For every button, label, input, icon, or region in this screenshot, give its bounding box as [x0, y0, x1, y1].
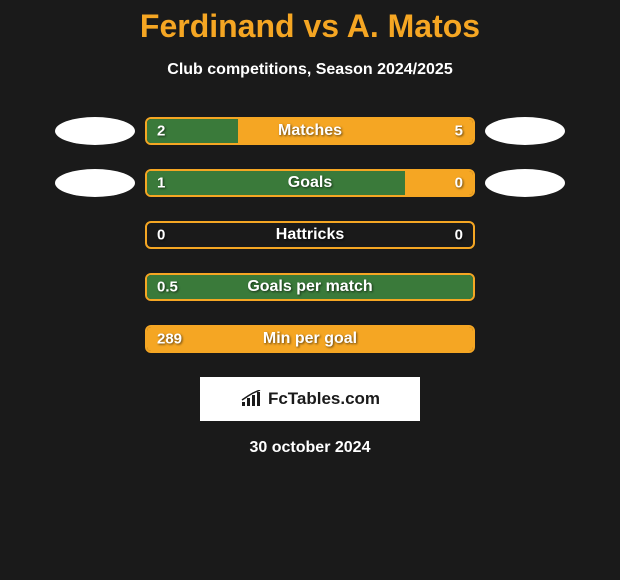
- bar-value-left: 0.5: [157, 279, 178, 296]
- bar-label: Matches: [278, 122, 342, 140]
- subtitle: Club competitions, Season 2024/2025: [0, 61, 620, 79]
- player1-avatar: [55, 117, 135, 145]
- bar-value-right: 5: [455, 123, 463, 140]
- bar-goals-per-match: 0.5 Goals per match: [145, 273, 475, 301]
- stat-row-matches: 2 Matches 5: [0, 117, 620, 145]
- player1-name: Ferdinand: [140, 8, 295, 44]
- player2-avatar: [485, 117, 565, 145]
- stat-row-min-per-goal: 289 Min per goal: [0, 325, 620, 353]
- bar-label: Hattricks: [276, 226, 344, 244]
- bar-hattricks: 0 Hattricks 0: [145, 221, 475, 249]
- bar-value-left: 1: [157, 175, 165, 192]
- bar-label: Min per goal: [263, 330, 357, 348]
- date-text: 30 october 2024: [0, 439, 620, 457]
- chart-icon: [240, 390, 262, 408]
- stat-row-hattricks: 0 Hattricks 0: [0, 221, 620, 249]
- player2-name: A. Matos: [347, 8, 480, 44]
- bar-value-left: 2: [157, 123, 165, 140]
- stat-row-goals: 1 Goals 0: [0, 169, 620, 197]
- bar-goals: 1 Goals 0: [145, 169, 475, 197]
- vs-text: vs: [303, 8, 339, 44]
- comparison-title: Ferdinand vs A. Matos: [0, 0, 620, 45]
- bar-value-left: 0: [157, 227, 165, 244]
- bar-left-fill: [147, 171, 405, 195]
- bar-value-right: 0: [455, 227, 463, 244]
- player1-avatar: [55, 169, 135, 197]
- player2-avatar-slot: [475, 169, 575, 197]
- stat-row-goals-per-match: 0.5 Goals per match: [0, 273, 620, 301]
- player1-avatar-slot: [45, 117, 145, 145]
- player1-avatar-slot: [45, 169, 145, 197]
- bar-min-per-goal: 289 Min per goal: [145, 325, 475, 353]
- bar-value-left: 289: [157, 331, 182, 348]
- player2-avatar: [485, 169, 565, 197]
- bar-right-fill: [238, 119, 473, 143]
- bar-matches: 2 Matches 5: [145, 117, 475, 145]
- bar-value-right: 0: [455, 175, 463, 192]
- bar-label: Goals per match: [247, 278, 372, 296]
- logo-text: FcTables.com: [268, 389, 380, 409]
- fctables-logo[interactable]: FcTables.com: [200, 377, 420, 421]
- bar-label: Goals: [288, 174, 332, 192]
- player2-avatar-slot: [475, 117, 575, 145]
- chart-area: 2 Matches 5 1 Goals 0 0 Hattricks: [0, 117, 620, 353]
